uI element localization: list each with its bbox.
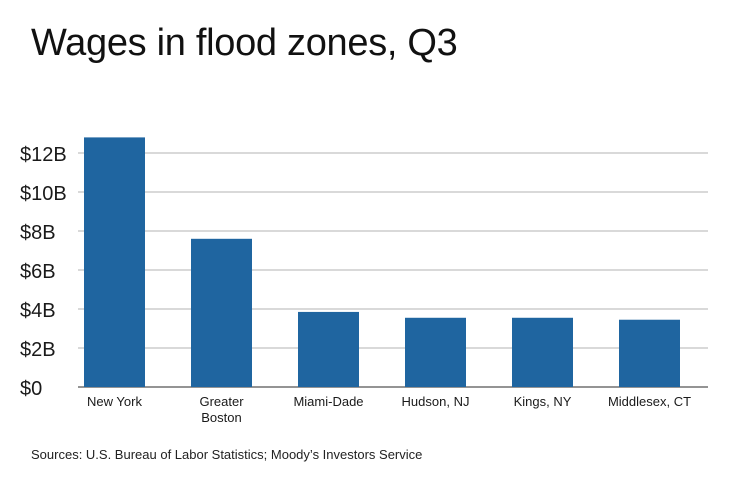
bars bbox=[84, 137, 680, 387]
y-tick-label: $4B bbox=[20, 300, 56, 322]
gridlines bbox=[78, 152, 708, 388]
x-tick-label-line: New York bbox=[87, 394, 142, 409]
y-tick-label: $10B bbox=[20, 183, 67, 205]
y-tick-label: $12B bbox=[20, 144, 67, 166]
chart-title: Wages in flood zones, Q3 bbox=[31, 22, 458, 64]
x-tick-label: Greater Boston bbox=[199, 394, 244, 425]
bar bbox=[619, 319, 680, 387]
bar bbox=[298, 311, 359, 387]
x-tick-label: Kings, NY bbox=[514, 394, 572, 409]
x-tick-label-line: Boston bbox=[201, 410, 241, 425]
x-tick-label-line: Middlesex, CT bbox=[608, 394, 691, 409]
x-tick-label: New York bbox=[87, 394, 142, 409]
bar bbox=[405, 317, 466, 387]
y-tick-label: $0 bbox=[20, 378, 42, 400]
y-tick-label: $2B bbox=[20, 339, 56, 361]
x-tick-label-line: Kings, NY bbox=[514, 394, 572, 409]
x-tick-label-line: Miami-Dade bbox=[293, 394, 363, 409]
x-tick-label-line: Greater bbox=[199, 394, 244, 409]
x-tick-label: Miami-Dade bbox=[293, 394, 363, 409]
x-tick-label: Hudson, NJ bbox=[402, 394, 470, 409]
bar bbox=[84, 137, 145, 387]
x-tick-label: Middlesex, CT bbox=[608, 394, 691, 409]
y-tick-label: $6B bbox=[20, 261, 56, 283]
y-axis-tick-labels: $0 $2B $4B $6B $8B $10B $12B bbox=[20, 144, 67, 400]
bar bbox=[191, 238, 252, 387]
x-axis-tick-labels: New York Greater Boston Miami-Dade Hudson, N… bbox=[87, 394, 691, 425]
x-tick-label-line: Hudson, NJ bbox=[402, 394, 470, 409]
source-note: Sources: U.S. Bureau of Labor Statistics… bbox=[31, 447, 423, 462]
y-tick-label: $8B bbox=[20, 222, 56, 244]
bar bbox=[512, 317, 573, 387]
